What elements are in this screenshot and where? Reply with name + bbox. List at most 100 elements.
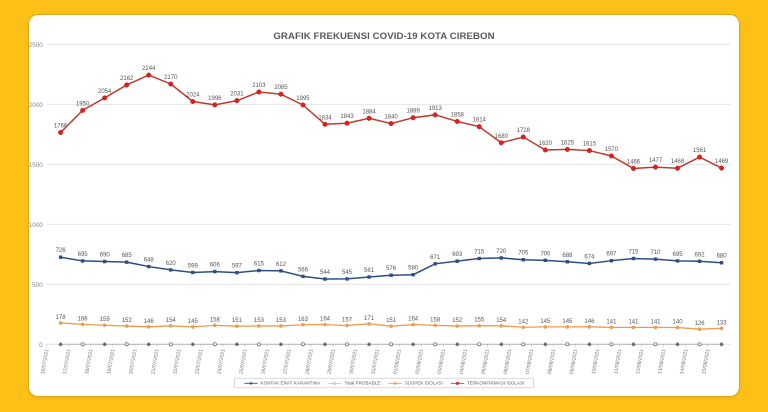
svg-text:692: 692 <box>695 252 706 258</box>
svg-text:566: 566 <box>298 267 309 273</box>
svg-text:2024: 2024 <box>186 93 200 99</box>
svg-text:693: 693 <box>452 252 463 258</box>
svg-text:140: 140 <box>673 320 684 326</box>
svg-text:145: 145 <box>188 319 199 325</box>
svg-text:17/07/2021: 17/07/2021 <box>62 348 72 374</box>
svg-text:615: 615 <box>254 262 265 268</box>
svg-text:18/07/2021: 18/07/2021 <box>84 348 94 374</box>
svg-text:23/07/2021: 23/07/2021 <box>194 348 204 374</box>
svg-text:30/07/2021: 30/07/2021 <box>349 348 359 374</box>
svg-text:29/07/2021: 29/07/2021 <box>327 348 337 374</box>
svg-text:2244: 2244 <box>142 66 156 72</box>
svg-text:19/07/2021: 19/07/2021 <box>106 348 116 374</box>
svg-text:680: 680 <box>717 254 728 260</box>
svg-text:142: 142 <box>518 319 529 325</box>
svg-text:1858: 1858 <box>451 112 465 118</box>
svg-text:11/08/2021: 11/08/2021 <box>613 348 623 374</box>
svg-text:671: 671 <box>430 255 441 261</box>
svg-text:154: 154 <box>166 318 177 324</box>
svg-text:1840: 1840 <box>384 115 398 121</box>
svg-text:648: 648 <box>144 258 155 264</box>
svg-text:178: 178 <box>56 315 67 321</box>
svg-text:1468: 1468 <box>671 159 685 165</box>
svg-text:1766: 1766 <box>54 123 68 129</box>
svg-text:606: 606 <box>210 263 221 269</box>
svg-text:153: 153 <box>254 318 265 324</box>
svg-text:157: 157 <box>342 317 353 323</box>
svg-text:2170: 2170 <box>164 75 178 81</box>
svg-text:2103: 2103 <box>252 83 266 89</box>
svg-text:133: 133 <box>717 320 728 326</box>
svg-text:01/08/2021: 01/08/2021 <box>393 348 403 374</box>
svg-text:171: 171 <box>364 316 375 322</box>
svg-text:146: 146 <box>144 319 155 325</box>
svg-text:1466: 1466 <box>627 159 641 165</box>
svg-text:1469: 1469 <box>715 159 729 165</box>
svg-text:22/07/2021: 22/07/2021 <box>172 348 182 374</box>
svg-text:166: 166 <box>78 316 89 322</box>
svg-text:163: 163 <box>298 317 309 323</box>
svg-text:674: 674 <box>584 254 595 260</box>
svg-text:1996: 1996 <box>208 96 222 102</box>
svg-text:151: 151 <box>386 318 397 324</box>
svg-text:12/08/2021: 12/08/2021 <box>635 348 645 374</box>
svg-text:15/08/2021: 15/08/2021 <box>701 348 711 374</box>
svg-text:1834: 1834 <box>318 115 332 121</box>
svg-text:07/08/2021: 07/08/2021 <box>525 348 535 374</box>
svg-text:20/07/2021: 20/07/2021 <box>128 348 138 374</box>
svg-text:21/07/2021: 21/07/2021 <box>150 348 160 374</box>
svg-text:2031: 2031 <box>230 92 244 98</box>
svg-text:697: 697 <box>606 252 617 258</box>
svg-text:03/08/2021: 03/08/2021 <box>437 348 447 374</box>
svg-text:164: 164 <box>320 317 331 323</box>
svg-text:1680: 1680 <box>495 134 509 140</box>
svg-text:141: 141 <box>650 319 661 325</box>
svg-text:05/08/2021: 05/08/2021 <box>481 348 491 374</box>
svg-text:1570: 1570 <box>605 147 619 153</box>
svg-text:06/08/2021: 06/08/2021 <box>503 348 513 374</box>
svg-text:700: 700 <box>540 251 551 257</box>
svg-text:1000: 1000 <box>29 222 43 229</box>
svg-text:580: 580 <box>408 266 419 272</box>
svg-text:705: 705 <box>518 251 529 257</box>
svg-text:1995: 1995 <box>296 96 310 102</box>
svg-text:1889: 1889 <box>406 109 420 115</box>
svg-text:612: 612 <box>276 262 287 268</box>
svg-text:152: 152 <box>122 318 133 324</box>
svg-text:2085: 2085 <box>274 85 288 91</box>
svg-text:16/07/2021: 16/07/2021 <box>40 348 50 374</box>
svg-text:500: 500 <box>32 282 43 289</box>
svg-text:159: 159 <box>100 317 111 323</box>
svg-text:0: 0 <box>39 342 43 349</box>
svg-text:152: 152 <box>452 318 463 324</box>
svg-text:126: 126 <box>695 321 706 327</box>
svg-text:145: 145 <box>540 319 551 325</box>
svg-text:154: 154 <box>496 318 507 324</box>
svg-text:1615: 1615 <box>583 142 597 148</box>
svg-text:2162: 2162 <box>120 76 134 82</box>
svg-text:1913: 1913 <box>428 106 442 112</box>
svg-text:2054: 2054 <box>98 89 112 95</box>
svg-text:685: 685 <box>122 253 133 259</box>
svg-text:25/07/2021: 25/07/2021 <box>238 348 248 374</box>
svg-text:146: 146 <box>584 319 595 325</box>
svg-text:151: 151 <box>232 318 243 324</box>
svg-text:715: 715 <box>628 250 639 256</box>
svg-text:715: 715 <box>474 250 485 256</box>
svg-text:1477: 1477 <box>649 158 663 164</box>
svg-text:1625: 1625 <box>561 140 575 146</box>
svg-text:710: 710 <box>650 250 661 256</box>
svg-text:695: 695 <box>673 252 684 258</box>
svg-text:26/07/2021: 26/07/2021 <box>260 348 270 374</box>
svg-text:02/08/2021: 02/08/2021 <box>415 348 425 374</box>
svg-text:695: 695 <box>78 252 89 258</box>
svg-text:2000: 2000 <box>29 102 43 109</box>
svg-text:13/08/2021: 13/08/2021 <box>657 348 667 374</box>
svg-text:31/07/2021: 31/07/2021 <box>371 348 381 374</box>
svg-text:04/08/2021: 04/08/2021 <box>459 348 469 374</box>
svg-text:620: 620 <box>166 261 177 267</box>
svg-text:1884: 1884 <box>362 109 376 115</box>
svg-text:726: 726 <box>56 248 67 254</box>
svg-text:145: 145 <box>562 319 573 325</box>
svg-text:153: 153 <box>276 318 287 324</box>
